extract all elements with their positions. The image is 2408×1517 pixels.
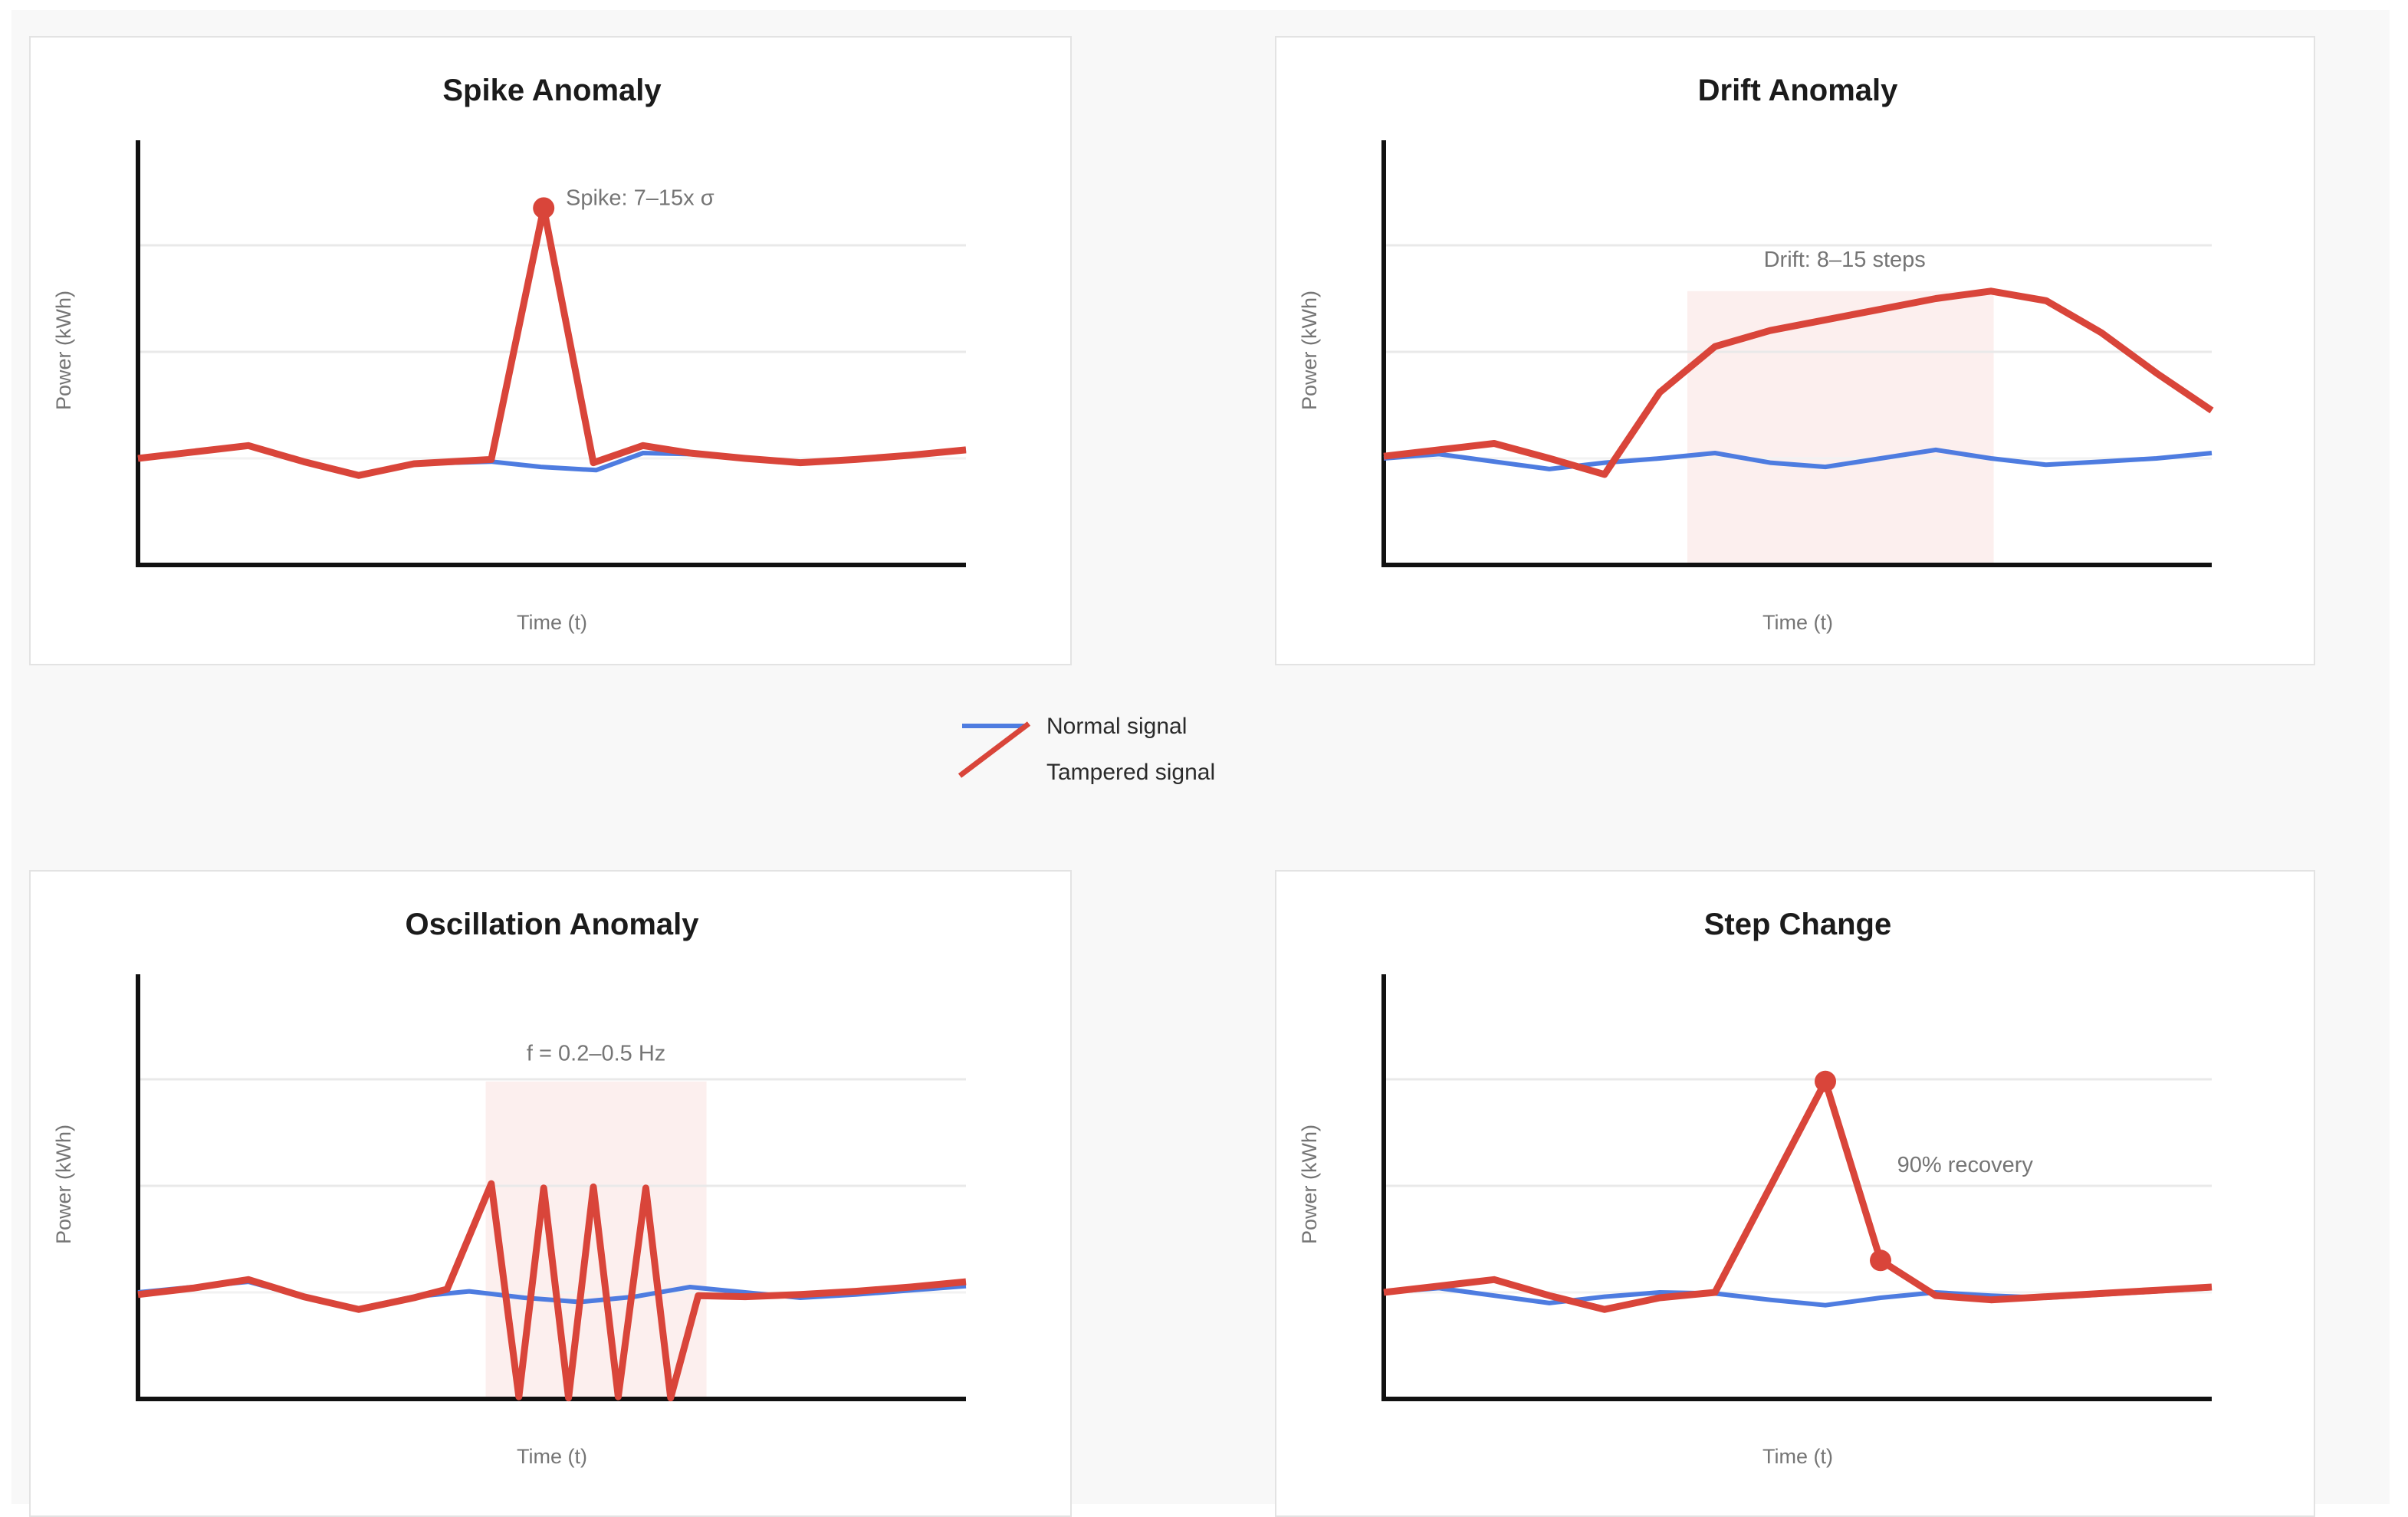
step-change-chart: 90% recovery Step Change Time (t) Power (kW… — [1298, 908, 2213, 1468]
chart-title: Step Change — [1704, 908, 1891, 941]
y-axis-label: Power (kWh) — [52, 1125, 75, 1244]
y-axis-label: Power (kWh) — [52, 291, 75, 410]
oscillation-anomaly-chart: f = 0.2–0.5 Hz Oscillation Anomaly Time (t… — [52, 908, 967, 1468]
normal-signal-line — [1383, 447, 2213, 471]
legend-label-tampered: Tampered signal — [1046, 760, 1215, 785]
anomaly-shade-region — [1687, 291, 1994, 565]
tampered-signal-swatch-line — [958, 721, 1031, 778]
annotation-label: Drift: 8–15 steps — [1764, 248, 1926, 272]
drift-anomaly-panel: Drift: 8–15 steps Drift Anomaly Time (t) Po… — [1275, 36, 2315, 665]
chart-legend: Normal signal Tampered signal — [943, 701, 1326, 801]
legend-graphic: Normal signal Tampered signal — [958, 714, 1215, 785]
x-axis-label: Time (t) — [1762, 611, 1833, 634]
data-point-marker — [533, 197, 555, 219]
chart-title: Drift Anomaly — [1698, 74, 1899, 107]
step-change-panel: 90% recovery Step Change Time (t) Power (kW… — [1275, 870, 2315, 1517]
drift-anomaly-chart: Drift: 8–15 steps Drift Anomaly Time (t) Po… — [1298, 74, 2214, 634]
anomaly-shade-region — [485, 1081, 707, 1399]
data-point-marker — [1870, 1249, 1891, 1272]
annotation-label: 90% recovery — [1897, 1153, 2034, 1177]
x-axis-label: Time (t) — [517, 611, 587, 634]
tampered-signal-line — [1383, 287, 2214, 478]
data-point-marker — [1815, 1070, 1836, 1092]
y-axis-label: Power (kWh) — [1298, 1125, 1321, 1244]
oscillation-anomaly-panel: f = 0.2–0.5 Hz Oscillation Anomaly Time (t… — [29, 870, 1072, 1517]
chart-title: Oscillation Anomaly — [405, 908, 699, 941]
annotation-label: Spike: 7–15x σ — [566, 186, 715, 210]
tampered-signal-line — [137, 204, 967, 479]
x-axis-label: Time (t) — [1762, 1445, 1833, 1468]
tampered-signal-line — [1383, 1078, 2213, 1313]
legend-label-normal: Normal signal — [1046, 714, 1187, 739]
x-axis-label: Time (t) — [517, 1445, 587, 1468]
chart-title: Spike Anomaly — [442, 74, 662, 107]
spike-anomaly-chart: Spike: 7–15x σ Spike Anomaly Time (t) Power… — [52, 74, 967, 634]
annotation-label: f = 0.2–0.5 Hz — [527, 1041, 665, 1066]
spike-anomaly-panel: Spike: 7–15x σ Spike Anomaly Time (t) Power… — [29, 36, 1072, 665]
tampered-signal-line — [137, 1180, 967, 1402]
y-axis-label: Power (kWh) — [1298, 291, 1321, 410]
